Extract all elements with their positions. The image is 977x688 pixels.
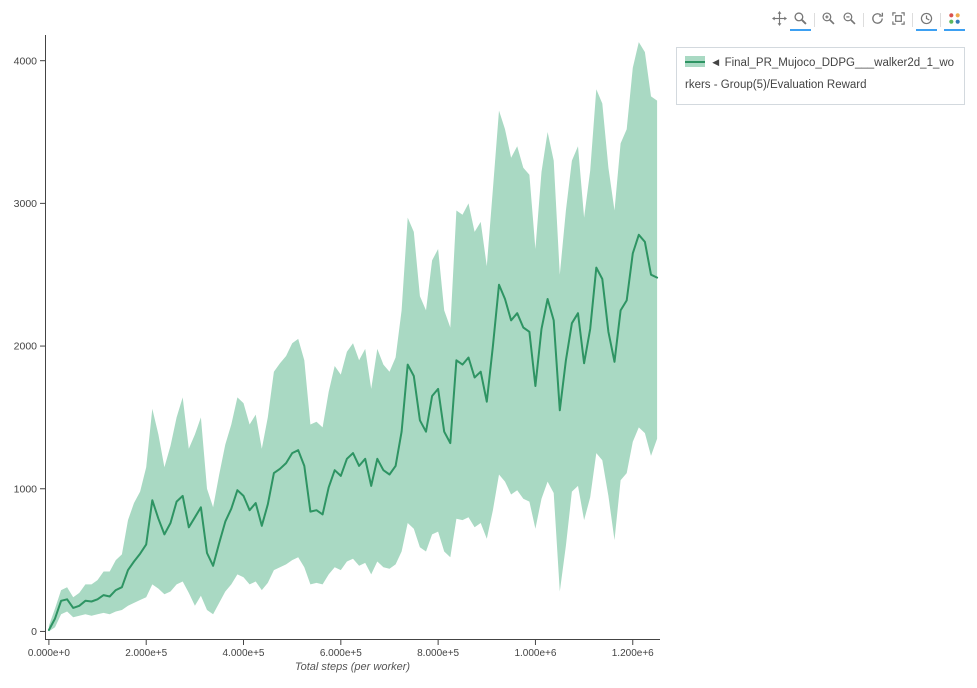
x-tick-label: 1.200e+6 <box>612 648 654 659</box>
y-tick-label: 3000 <box>14 198 38 210</box>
modebar-box-zoom-button[interactable] <box>790 8 811 31</box>
zoom-out-icon <box>843 12 856 25</box>
pan-icon <box>772 11 787 26</box>
x-tick-label: 0.000e+0 <box>28 648 70 659</box>
mean-line <box>47 233 659 631</box>
modebar-zoom-out-button[interactable] <box>839 8 860 31</box>
zoom-in-icon <box>822 12 835 25</box>
x-tick-label: 4.000e+5 <box>223 648 265 659</box>
modebar-separator <box>940 12 941 27</box>
legend-label: ◄ Final_PR_Mujoco_DDPG___walker2d_1_work… <box>685 57 955 91</box>
modebar-zoom-in-button[interactable] <box>818 8 839 31</box>
modebar-reset-axes-button[interactable] <box>888 8 909 31</box>
confidence-band <box>48 42 658 632</box>
modebar-autoscale-button[interactable] <box>867 8 888 31</box>
box-zoom-icon <box>794 12 807 25</box>
modebar-separator <box>863 12 864 27</box>
y-tick-label: 4000 <box>14 55 38 67</box>
x-tick-label: 2.000e+5 <box>125 648 167 659</box>
plotly-logo-icon <box>949 13 960 24</box>
y-tick-label: 2000 <box>14 341 38 353</box>
legend[interactable]: ◄ Final_PR_Mujoco_DDPG___walker2d_1_work… <box>676 47 965 105</box>
modebar <box>769 8 965 31</box>
chart-canvas[interactable]: 0 1000 2000 3000 4000 0.000e+0 2.000e+5 4.000e+… <box>0 0 680 688</box>
modebar-separator <box>814 12 815 27</box>
y-tick-label: 1000 <box>14 483 38 495</box>
x-tick-label: 8.000e+5 <box>417 648 459 659</box>
legend-line-swatch <box>685 60 705 63</box>
reset-axes-icon <box>892 12 905 25</box>
modebar-hover-compare-button[interactable] <box>916 8 937 31</box>
x-axis-title: Total steps (per worker) <box>294 661 411 673</box>
x-tick-label: 6.000e+5 <box>320 648 362 659</box>
y-tick-label: 0 <box>31 626 37 638</box>
autoscale-icon <box>872 12 884 24</box>
modebar-pan-button[interactable] <box>769 8 790 31</box>
modebar-separator <box>912 12 913 27</box>
legend-band-swatch <box>685 56 705 67</box>
x-tick-label: 1.000e+6 <box>514 648 556 659</box>
hover-compare-icon <box>920 12 933 25</box>
modebar-plotly-logo-button[interactable] <box>944 8 965 31</box>
